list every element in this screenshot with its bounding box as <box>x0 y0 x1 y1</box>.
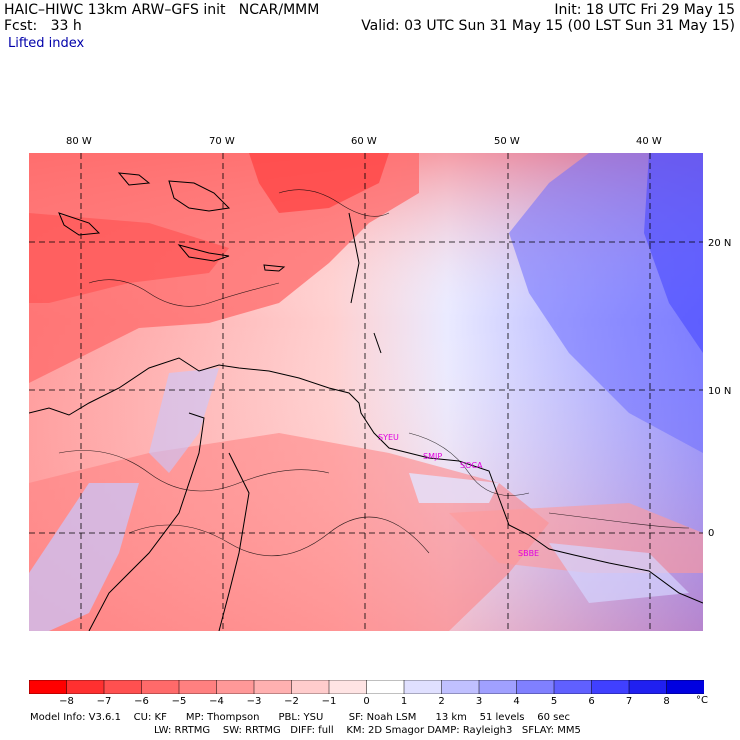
colorbar-label: −5 <box>171 696 187 707</box>
colorbar-swatch <box>291 680 330 694</box>
colorbar-swatch <box>366 680 405 694</box>
colorbar-label: −1 <box>321 696 337 707</box>
colorbar-label: 2 <box>438 696 445 707</box>
colorbar-label: 4 <box>513 696 520 707</box>
unstable-region-north <box>29 153 419 383</box>
colorbar-label: 3 <box>475 696 483 707</box>
init-time: Init: 18 UTC Fri 29 May 15 <box>554 2 735 18</box>
colorbar-label: 5 <box>550 696 558 707</box>
colorbar-swatch <box>516 680 555 694</box>
lon-label-50w: 50 W <box>494 136 520 147</box>
colorbar-swatch <box>553 680 593 694</box>
colorbar-swatch <box>66 680 105 694</box>
colorbar-swatch <box>328 680 368 694</box>
field-name: Lifted index <box>8 36 85 51</box>
colorbar-swatch <box>478 680 518 694</box>
lat-label-10n: 10 N <box>708 386 732 397</box>
lon-label-80w: 80 W <box>66 136 92 147</box>
lon-label-70w: 70 W <box>209 136 235 147</box>
colorbar-swatch <box>178 680 218 694</box>
colorbar-swatch <box>103 680 143 694</box>
colorbar <box>29 680 704 694</box>
model-info-line1: Model Info: V3.6.1 CU: KF MP: Thompson P… <box>30 712 570 723</box>
contours <box>58 189 690 557</box>
colorbar-label: −4 <box>209 696 224 707</box>
lon-label-40w: 40 W <box>636 136 662 147</box>
colorbar-swatch <box>628 680 668 694</box>
colorbar-swatch <box>441 680 480 694</box>
colorbar-unit: °C <box>696 695 708 706</box>
colorbar-label: −6 <box>134 696 149 707</box>
colorbar-label: −8 <box>59 696 74 707</box>
model-title: HAIC–HIWC 13km ARW–GFS init NCAR/MMM <box>4 2 320 18</box>
colorbar-label: 8 <box>663 696 670 707</box>
colorbar-label: 6 <box>588 696 595 707</box>
valid-time: Valid: 03 UTC Sun 31 May 15 (00 LST Sun … <box>361 18 735 34</box>
colorbar-label: −7 <box>96 696 112 707</box>
station-label: SMJP <box>423 452 443 461</box>
station-label: SBBE <box>518 549 540 558</box>
colorbar-swatch <box>253 680 293 694</box>
colorbar-swatch <box>141 680 180 694</box>
model-info-line2: LW: RRTMG SW: RRTMG DIFF: full KM: 2D Sm… <box>154 725 581 736</box>
colorbar-swatch <box>666 680 704 694</box>
lifted-index-map <box>29 153 703 631</box>
colorbar-label: 0 <box>363 696 370 707</box>
colorbar-label: 7 <box>625 696 633 707</box>
lat-lon-grid <box>29 153 703 631</box>
station-label: SYEU <box>378 433 399 442</box>
colorbar-swatch <box>403 680 443 694</box>
stable-region-andes <box>29 483 139 631</box>
colorbar-swatch <box>29 680 68 694</box>
colorbar-swatch <box>591 680 630 694</box>
lon-label-60w: 60 W <box>351 136 377 147</box>
coastlines <box>29 172 703 631</box>
colorbar-label: −3 <box>246 696 262 707</box>
lat-label-equator: 0 <box>708 528 715 539</box>
colorbar-swatch <box>216 680 255 694</box>
colorbar-label: −2 <box>284 696 299 707</box>
forecast-hour: Fcst: 33 h <box>4 18 82 34</box>
station-label: SOCA <box>460 461 483 470</box>
colorbar-label: 1 <box>400 696 408 707</box>
lat-label-20n: 20 N <box>708 238 732 249</box>
